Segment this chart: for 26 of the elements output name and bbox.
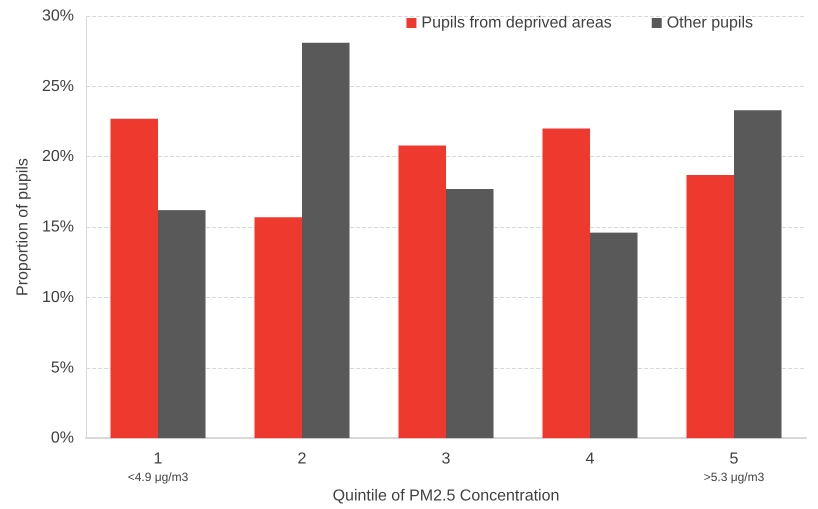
bar	[110, 118, 158, 438]
x-tick-label: 4	[586, 450, 595, 468]
bar	[446, 189, 494, 438]
x-tick-label: 2	[298, 450, 307, 468]
y-tick-label: 25%	[42, 78, 74, 95]
x-axis-title: Quintile of PM2.5 Concentration	[332, 488, 560, 504]
bar	[542, 128, 590, 438]
x-tick-label: 3	[442, 450, 451, 468]
bar	[158, 210, 206, 438]
bar	[590, 232, 638, 438]
y-tick-label: 30%	[42, 8, 74, 24]
bar	[302, 42, 350, 438]
bar	[254, 217, 302, 438]
bar	[398, 145, 446, 438]
y-tick-label: 20%	[42, 148, 74, 166]
x-tick-label: 1 <4.9 μg/m3	[128, 450, 189, 484]
legend-label: Other pupils	[666, 14, 753, 32]
y-tick-label: 10%	[42, 288, 74, 306]
y-axis-title: Proportion of pupils	[14, 158, 32, 296]
bar	[734, 110, 782, 438]
legend-label: Pupils from deprived areas	[421, 14, 612, 32]
y-tick-label: 15%	[42, 218, 74, 236]
x-tick-label: 5 >5.3 μg/m3	[704, 450, 765, 484]
y-tick-label: 5%	[50, 359, 74, 376]
bar	[686, 174, 734, 438]
y-tick-label: 0%	[50, 430, 74, 447]
